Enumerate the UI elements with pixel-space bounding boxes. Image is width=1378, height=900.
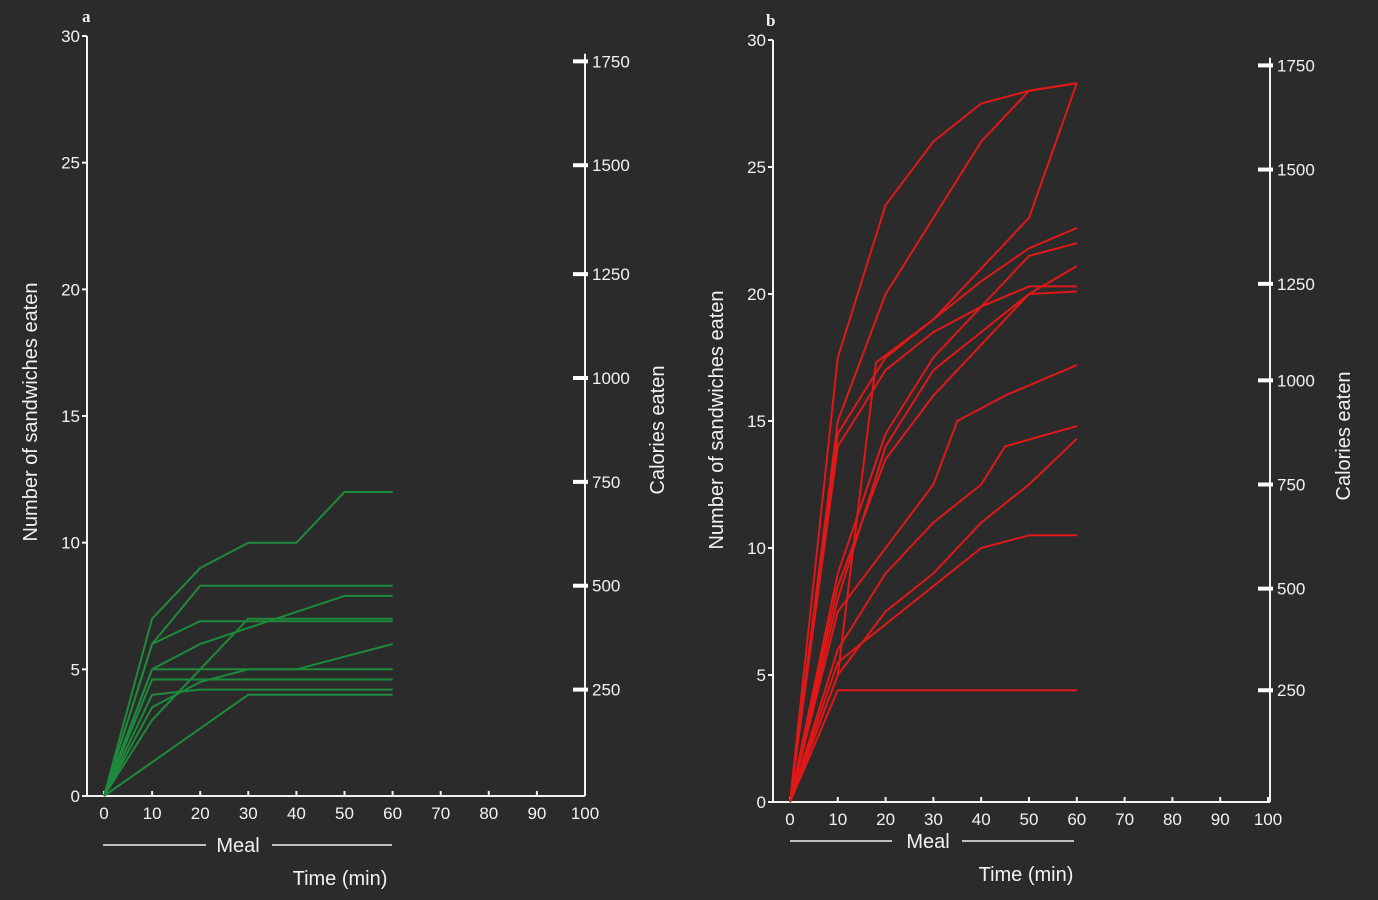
panel-a-x-tick-label: 100 xyxy=(571,804,599,823)
panel-b-y2-tick-label: 1250 xyxy=(1277,275,1315,294)
panel-b-x-tick-label: 20 xyxy=(876,810,895,829)
panel-b-series-line xyxy=(789,82,1077,803)
panel-b-x-tick-label: 40 xyxy=(972,810,991,829)
panel-a-x-ticks: 0 10 20 30 40 50 60 70 80 90 100 xyxy=(99,791,599,823)
panel-a-y-tick-label: 0 xyxy=(71,787,80,806)
panel-b-y2-tick-label: 1000 xyxy=(1277,371,1315,390)
panel-a-x-tick-label: 10 xyxy=(143,804,162,823)
panel-b-series-line xyxy=(789,82,1077,803)
panel-a-x-tick-label: 20 xyxy=(191,804,210,823)
panel-a-y2-tick-label: 250 xyxy=(592,681,620,700)
panel-a-x-tick-label: 90 xyxy=(527,804,546,823)
panel-b-x-ticks: 0 10 20 30 40 50 60 70 80 90 100 xyxy=(785,797,1282,829)
panel-a-series-line xyxy=(103,668,393,797)
panel-b-x-tick-label: 0 xyxy=(785,810,794,829)
panel-b-series-line xyxy=(789,425,1078,803)
panel-a-x-axis-title: Time (min) xyxy=(293,868,388,890)
panel-b-x-tick-label: 80 xyxy=(1163,810,1182,829)
panel-a-series-line xyxy=(103,491,393,797)
panel-a-x-tick-label: 50 xyxy=(335,804,354,823)
panel-b-y2-tick-label: 1500 xyxy=(1277,161,1315,180)
panel-a-series-line xyxy=(103,678,393,797)
panel-a-x-tick-label: 80 xyxy=(479,804,498,823)
panel-a-x-tick-label: 0 xyxy=(99,804,108,823)
panel-a-y2-tick-label: 1000 xyxy=(592,369,630,388)
panel-a-x-tick-label: 40 xyxy=(287,804,306,823)
panel-a-y2-tick-label: 500 xyxy=(592,577,620,596)
panel-b-series-line xyxy=(789,265,1078,803)
panel-b-series-line xyxy=(789,364,1078,803)
panel-b-series-line xyxy=(789,290,1077,803)
panel-a-y-tick-label: 10 xyxy=(61,534,80,553)
panel-b-x-tick-label: 90 xyxy=(1211,810,1230,829)
panel-a-y-axis-title: Number of sandwiches eaten xyxy=(20,282,42,541)
panel-a-series-line xyxy=(103,620,393,797)
panel-b-y-tick-label: 5 xyxy=(757,666,766,685)
panel-a-y-tick-label: 5 xyxy=(71,660,80,679)
panel-b-x-tick-label: 10 xyxy=(828,810,847,829)
panel-b-x-tick-label: 100 xyxy=(1254,810,1282,829)
panel-a-label: a xyxy=(82,7,91,26)
panel-a-series-line xyxy=(103,617,393,797)
panel-a-y-ticks: 0 5 10 15 20 25 30 xyxy=(61,27,87,806)
panel-b-x-tick-label: 30 xyxy=(924,810,943,829)
panel-b-y-tick-label: 0 xyxy=(757,793,766,812)
panel-b-x-tick-label: 50 xyxy=(1020,810,1039,829)
panel-a-meal-label: Meal xyxy=(216,835,259,857)
panel-b-y-tick-label: 20 xyxy=(747,285,766,304)
panel-b-y-tick-label: 10 xyxy=(747,539,766,558)
panel-b-y-tick-label: 30 xyxy=(747,31,766,50)
panel-a-series xyxy=(103,491,393,797)
panel-b-series-line xyxy=(789,227,1078,803)
panel-b-label: b xyxy=(766,11,775,30)
panel-b-y2-tick-label: 250 xyxy=(1277,681,1305,700)
panel-b-series-line xyxy=(789,82,1078,803)
panel-b-y2-tick-label: 1750 xyxy=(1277,56,1315,75)
panel-a-y2-axis-title: Calories eaten xyxy=(647,366,669,495)
panel-a-y-tick-label: 30 xyxy=(61,27,80,46)
panel-a-y2-ticks: 250 500 750 1000 1250 1500 1750 xyxy=(573,52,630,700)
panel-b-y-tick-label: 25 xyxy=(747,158,766,177)
panel-a-y-tick-label: 15 xyxy=(61,407,80,426)
panel-b-x-tick-label: 70 xyxy=(1115,810,1134,829)
panel-b-y-tick-label: 15 xyxy=(747,412,766,431)
panel-b-series-line xyxy=(789,689,1077,803)
panel-a-x-tick-label: 60 xyxy=(383,804,402,823)
panel-a-axes xyxy=(86,36,586,797)
panel-a-series-line xyxy=(103,643,393,797)
panel-b-series xyxy=(789,82,1078,803)
panel-b-y2-ticks: 250 500 750 1000 1250 1500 1750 xyxy=(1258,56,1315,700)
panel-a-series-line xyxy=(103,688,393,797)
panel-a-y2-tick-label: 750 xyxy=(592,473,620,492)
panel-a-y2-tick-label: 1500 xyxy=(592,156,630,175)
panel-b-x-axis-title: Time (min) xyxy=(979,864,1074,886)
panel-b-y2-tick-label: 750 xyxy=(1277,476,1305,495)
panel-a-y-tick-label: 25 xyxy=(61,154,80,173)
panel-b-series-line xyxy=(789,438,1078,803)
panel-b-y-axis-title: Number of sandwiches eaten xyxy=(706,290,728,549)
panel-a-x-tick-label: 30 xyxy=(239,804,258,823)
panel-b-axes xyxy=(772,40,1271,803)
panel-b-y2-tick-label: 500 xyxy=(1277,580,1305,599)
panel-b-y-ticks: 0 5 10 15 20 25 30 xyxy=(747,31,773,812)
panel-b-y2-axis-title: Calories eaten xyxy=(1333,372,1355,501)
panel-a-y2-tick-label: 1250 xyxy=(592,265,630,284)
panel-b-x-tick-label: 60 xyxy=(1067,810,1086,829)
panel-a-x-tick-label: 70 xyxy=(431,804,450,823)
panel-a-y2-tick-label: 1750 xyxy=(592,52,630,71)
panel-b-series-line xyxy=(789,285,1077,803)
panel-a-y-tick-label: 20 xyxy=(61,280,80,299)
panel-b-meal-label: Meal xyxy=(906,831,949,853)
panel-b-series-line xyxy=(789,534,1077,803)
panel-a-series-line xyxy=(103,693,393,797)
panel-b-series-line xyxy=(789,242,1078,803)
